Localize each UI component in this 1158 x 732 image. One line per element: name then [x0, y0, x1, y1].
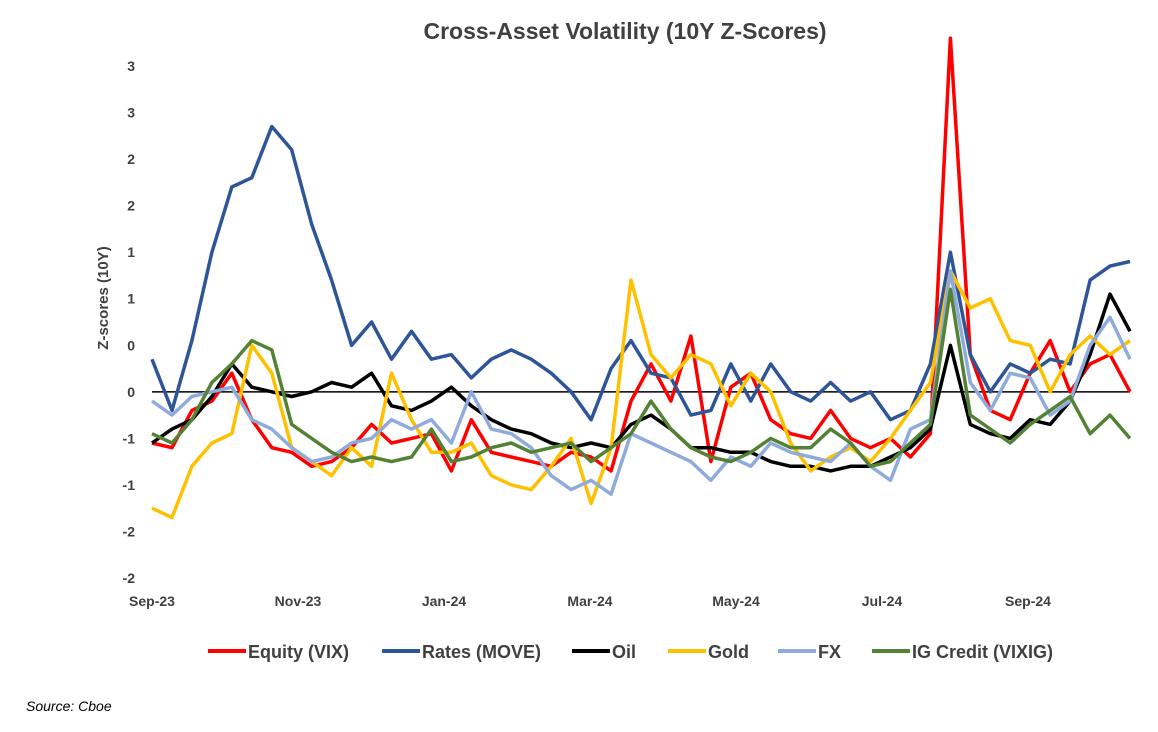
x-tick-label: Nov-23 — [275, 593, 322, 609]
source-note: Source: Cboe — [26, 698, 112, 714]
y-tick-label: -1 — [123, 430, 136, 446]
y-tick-label: 0 — [127, 384, 135, 400]
x-tick-label: Sep-23 — [129, 593, 175, 609]
x-tick-label: May-24 — [712, 593, 760, 609]
legend-label: Rates (MOVE) — [422, 642, 541, 662]
legend-label: IG Credit (VIXIG) — [912, 642, 1053, 662]
legend-label: Oil — [612, 642, 636, 662]
y-axis-title-group: Z-scores (10Y) — [95, 246, 112, 349]
y-tick-label: -1 — [123, 477, 136, 493]
chart-title: Cross-Asset Volatility (10Y Z-Scores) — [423, 18, 827, 44]
series-line-equity-vix — [151, 36, 1132, 473]
legend-label: Gold — [708, 642, 749, 662]
x-tick-label: Sep-24 — [1005, 593, 1051, 609]
y-tick-label: 2 — [127, 151, 135, 167]
y-tick-labels: -2 -2 -1 -1 0 0 1 1 2 2 3 3 — [123, 58, 136, 586]
series-line-gold — [151, 269, 1132, 520]
x-tick-labels: Sep-23 Nov-23 Jan-24 Mar-24 May-24 Jul-24 Sep-… — [129, 593, 1051, 609]
y-tick-label: 3 — [127, 58, 135, 74]
x-tick-label: Jul-24 — [862, 593, 903, 609]
y-tick-label: 1 — [127, 291, 135, 307]
y-tick-label: 3 — [127, 105, 135, 121]
series-line-fx — [150, 269, 1132, 496]
series-line-ig-credit-vixig — [151, 287, 1132, 469]
y-tick-label: -2 — [123, 570, 136, 586]
legend: Equity (VIX) Rates (MOVE) Oil Gold FX IG Cred… — [208, 642, 1053, 662]
x-tick-label: Mar-24 — [567, 593, 612, 609]
legend-label: FX — [818, 642, 841, 662]
y-tick-label: 2 — [127, 198, 135, 214]
y-tick-label: -2 — [123, 523, 136, 539]
legend-label: Equity (VIX) — [248, 642, 349, 662]
series-line-rates-move — [150, 124, 1131, 422]
series-lines — [150, 36, 1132, 520]
x-tick-label: Jan-24 — [422, 593, 467, 609]
y-tick-label: 1 — [127, 244, 135, 260]
y-axis-title: Z-scores (10Y) — [95, 246, 112, 349]
y-tick-label: 0 — [127, 337, 135, 353]
